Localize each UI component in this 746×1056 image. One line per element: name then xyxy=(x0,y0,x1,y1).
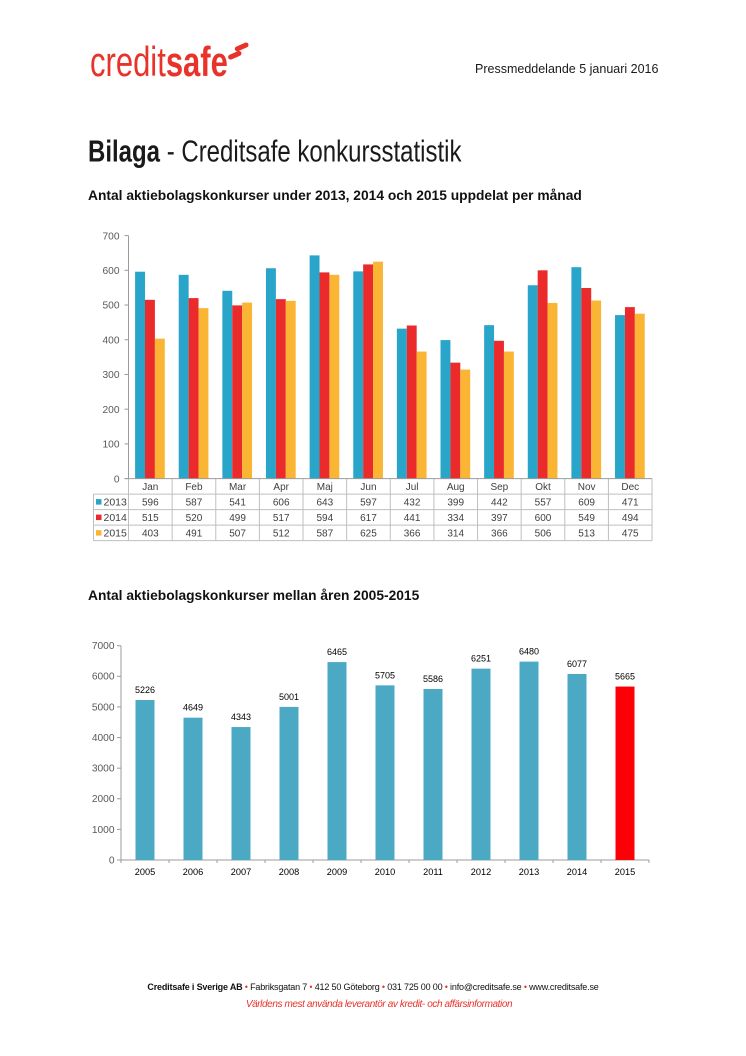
svg-text:549: 549 xyxy=(578,513,595,524)
svg-text:6465: 6465 xyxy=(327,647,347,657)
svg-text:5001: 5001 xyxy=(279,692,299,702)
svg-text:2014: 2014 xyxy=(104,512,128,524)
svg-text:515: 515 xyxy=(142,513,159,524)
svg-text:2013: 2013 xyxy=(104,497,128,509)
svg-text:6251: 6251 xyxy=(471,654,491,664)
svg-text:609: 609 xyxy=(578,498,595,509)
svg-text:200: 200 xyxy=(103,405,120,416)
svg-text:2006: 2006 xyxy=(183,867,203,877)
svg-text:587: 587 xyxy=(316,529,333,540)
svg-text:Jul: Jul xyxy=(406,482,419,493)
svg-text:5586: 5586 xyxy=(423,674,443,684)
svg-text:2000: 2000 xyxy=(92,794,115,805)
svg-text:Jun: Jun xyxy=(360,482,376,493)
svg-text:Maj: Maj xyxy=(317,482,333,493)
svg-text:5705: 5705 xyxy=(375,670,395,680)
svg-text:500: 500 xyxy=(103,301,120,312)
svg-text:Nov: Nov xyxy=(578,482,596,493)
svg-text:471: 471 xyxy=(622,498,639,509)
svg-text:366: 366 xyxy=(491,529,508,540)
svg-text:400: 400 xyxy=(103,335,120,346)
svg-text:0: 0 xyxy=(114,474,120,485)
svg-text:6000: 6000 xyxy=(92,672,115,683)
svg-text:507: 507 xyxy=(229,529,246,540)
svg-text:6077: 6077 xyxy=(567,659,587,669)
svg-text:5000: 5000 xyxy=(92,702,115,713)
svg-text:517: 517 xyxy=(273,513,290,524)
svg-text:Feb: Feb xyxy=(185,482,203,493)
svg-text:499: 499 xyxy=(229,513,246,524)
svg-text:Okt: Okt xyxy=(535,482,551,493)
svg-text:600: 600 xyxy=(535,513,552,524)
svg-text:Aug: Aug xyxy=(447,482,465,493)
svg-text:403: 403 xyxy=(142,529,159,540)
svg-text:5665: 5665 xyxy=(615,672,635,682)
svg-text:475: 475 xyxy=(622,529,639,540)
svg-text:2007: 2007 xyxy=(231,867,251,877)
svg-text:300: 300 xyxy=(103,370,120,381)
svg-text:Apr: Apr xyxy=(273,482,289,493)
svg-text:1000: 1000 xyxy=(92,825,115,836)
svg-text:397: 397 xyxy=(491,513,508,524)
svg-text:2011: 2011 xyxy=(423,867,443,877)
svg-text:4343: 4343 xyxy=(231,712,251,722)
svg-text:625: 625 xyxy=(360,529,377,540)
svg-text:366: 366 xyxy=(404,529,421,540)
svg-text:Sep: Sep xyxy=(490,482,508,493)
svg-text:2015: 2015 xyxy=(615,867,635,877)
svg-text:442: 442 xyxy=(491,498,508,509)
svg-text:557: 557 xyxy=(535,498,552,509)
svg-text:494: 494 xyxy=(622,513,639,524)
svg-text:617: 617 xyxy=(360,513,377,524)
svg-text:Dec: Dec xyxy=(621,482,639,493)
svg-text:606: 606 xyxy=(273,498,290,509)
svg-text:512: 512 xyxy=(273,529,290,540)
svg-text:3000: 3000 xyxy=(92,764,115,775)
svg-text:643: 643 xyxy=(316,498,333,509)
svg-text:7000: 7000 xyxy=(92,641,115,652)
svg-text:596: 596 xyxy=(142,498,159,509)
svg-text:432: 432 xyxy=(404,498,421,509)
svg-text:513: 513 xyxy=(578,529,595,540)
svg-text:2009: 2009 xyxy=(327,867,347,877)
svg-text:587: 587 xyxy=(186,498,203,509)
svg-text:2010: 2010 xyxy=(375,867,395,877)
svg-text:Mar: Mar xyxy=(229,482,247,493)
svg-text:700: 700 xyxy=(103,231,120,242)
svg-text:2015: 2015 xyxy=(104,528,128,540)
svg-text:520: 520 xyxy=(186,513,203,524)
svg-text:2013: 2013 xyxy=(519,867,539,877)
svg-text:506: 506 xyxy=(535,529,552,540)
svg-text:5226: 5226 xyxy=(135,685,155,695)
svg-text:491: 491 xyxy=(186,529,203,540)
svg-text:4649: 4649 xyxy=(183,703,203,713)
svg-text:594: 594 xyxy=(316,513,333,524)
svg-text:Jan: Jan xyxy=(142,482,158,493)
svg-text:597: 597 xyxy=(360,498,377,509)
svg-text:2012: 2012 xyxy=(471,867,491,877)
svg-text:2005: 2005 xyxy=(135,867,155,877)
svg-text:334: 334 xyxy=(447,513,464,524)
svg-text:314: 314 xyxy=(447,529,464,540)
svg-text:600: 600 xyxy=(103,266,120,277)
svg-text:4000: 4000 xyxy=(92,733,115,744)
svg-text:6480: 6480 xyxy=(519,647,539,657)
svg-text:2014: 2014 xyxy=(567,867,587,877)
svg-text:541: 541 xyxy=(229,498,246,509)
svg-text:399: 399 xyxy=(447,498,464,509)
svg-text:100: 100 xyxy=(103,440,120,451)
svg-text:0: 0 xyxy=(109,855,115,866)
svg-text:441: 441 xyxy=(404,513,421,524)
svg-text:2008: 2008 xyxy=(279,867,299,877)
